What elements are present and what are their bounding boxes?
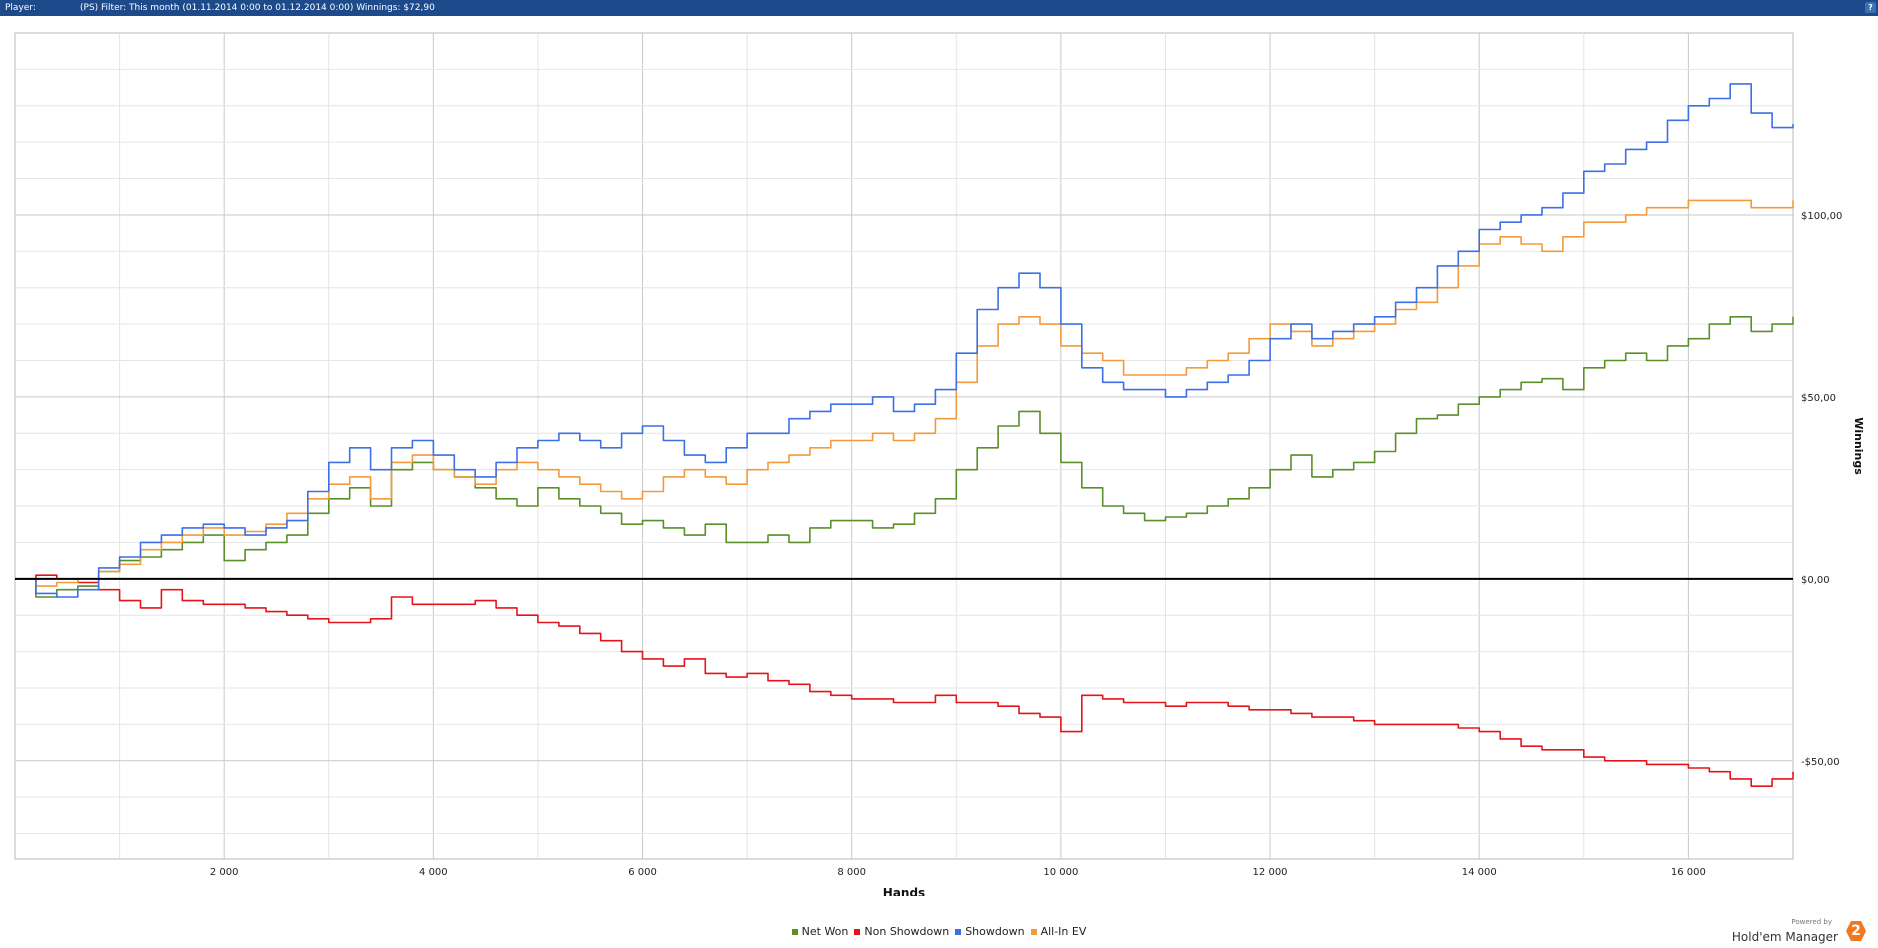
x-axis-label: Hands [883, 886, 925, 896]
x-tick-label: 16 000 [1671, 867, 1706, 878]
brand-logo-icon: 2 [1846, 921, 1866, 941]
legend-label: All-In EV [1040, 925, 1087, 938]
x-tick-label: 6 000 [628, 867, 657, 878]
legend-item[interactable]: All-In EV [1030, 925, 1087, 938]
legend-swatch [791, 929, 798, 935]
series-line-non-showdown [15, 574, 1794, 787]
x-tick-label: 8 000 [837, 867, 866, 878]
legend-label: Non Showdown [864, 925, 950, 938]
legend-swatch [1030, 929, 1037, 935]
brand: Powered by Hold'em Manager [1718, 918, 1838, 945]
legend-label: Net Won [801, 925, 849, 938]
filter-summary: (PS) Filter: This month (01.11.2014 0:00… [80, 3, 435, 13]
player-label: Player: [5, 3, 36, 13]
x-tick-label: 14 000 [1462, 867, 1497, 878]
legend-swatch [955, 929, 962, 935]
legend-swatch [854, 929, 861, 935]
y-tick-label: $50,00 [1801, 393, 1836, 404]
series-line-showdown [15, 83, 1794, 598]
y-tick-label: -$50,00 [1801, 757, 1840, 768]
legend-item[interactable]: Showdown [955, 925, 1025, 938]
legend-label: Showdown [965, 925, 1025, 938]
x-axis-ticks: 2 000 4 000 6 000 8 000 10 000 12 000 14 000 16… [210, 867, 1706, 878]
brand-name: Hold'em Manager [1731, 930, 1838, 944]
y-axis-ticks: -$50,00 $0,00 $50,00 $100,00 [1801, 211, 1842, 768]
legend-item[interactable]: Net Won [791, 925, 849, 938]
help-icon[interactable]: ? [1865, 2, 1876, 13]
y-tick-label: $0,00 [1801, 575, 1830, 586]
x-tick-label: 10 000 [1043, 867, 1078, 878]
x-tick-label: 12 000 [1253, 867, 1288, 878]
y-tick-label: $100,00 [1801, 211, 1842, 222]
x-tick-label: 2 000 [210, 867, 239, 878]
plot-area [14, 32, 1794, 860]
legend-item[interactable]: Non Showdown [854, 925, 949, 938]
legend: Net Won Non Showdown Showdown All-In EV [0, 925, 1878, 938]
series-group [15, 83, 1794, 787]
y-axis-label: Winnings [1852, 417, 1865, 475]
winnings-chart: 2 000 4 000 6 000 8 000 10 000 12 000 14 000 16… [14, 32, 1865, 896]
powered-by-text: Powered by [1791, 918, 1832, 926]
header-bar: Player: (PS) Filter: This month (01.11.2… [0, 0, 1878, 16]
x-tick-label: 4 000 [419, 867, 448, 878]
